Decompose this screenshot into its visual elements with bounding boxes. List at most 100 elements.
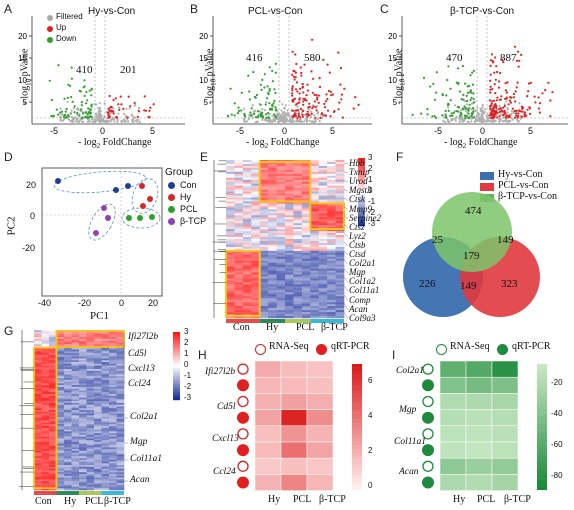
down-point [468,103,471,106]
heatmap-g-cell [71,466,80,469]
up-point [112,98,115,102]
heatmap-e-cell [285,316,294,319]
heatmap-g-cell [86,402,95,405]
heatmap-e-cell [310,217,320,220]
heatmap-g-cell [94,354,102,357]
heatmap-e-cell [251,160,261,163]
heatmap-e-cell [268,294,277,297]
heatmap-e-cell [234,169,244,173]
down-point [64,113,67,116]
down-point [447,109,450,112]
heatmap-g-cell [116,404,125,407]
heatmap-g-cell [49,362,57,365]
heatmap-i-scale-label: -80 [551,471,563,480]
heatmap-i-scale-cell [537,482,547,487]
heatmap-g-cell [109,449,117,452]
heatmap-g-cell [34,401,42,404]
panel-a-xlabel: - log2 FoldChange [78,137,152,150]
filtered-point [454,117,457,120]
heatmap-e-cell [251,165,261,169]
heatmap-e-cell [234,231,244,234]
up-point [148,109,151,112]
filtered-point [510,110,513,113]
heatmap-g-cell [86,475,95,478]
heatmap-e-cell [335,160,345,163]
heatmap-e-cell [226,306,235,309]
heatmap-e-cell [226,221,235,224]
heatmap-g-cell [71,484,80,487]
heatmap-e-cell [335,229,345,232]
heatmap-g-cell [71,442,80,445]
heatmap-g-cell [109,362,117,365]
heatmap-g-cell [79,424,87,427]
filtered-point [93,103,96,106]
heatmap-g-cell [116,427,125,430]
heatmap-e-cell [242,201,252,204]
heatmap-e-cell [234,260,244,263]
heatmap-g-cell [116,413,125,416]
heatmap-e-highlight [309,202,345,231]
heatmap-g-cell [109,470,117,473]
heatmap-e-cell [226,160,235,163]
down-point [263,86,266,89]
heatmap-h-scale-cell [352,419,362,424]
heatmap-e-cell [335,219,345,222]
heatmap-g-cell [41,347,50,350]
heatmap-e-cell [276,225,286,228]
heatmap-e-cell [268,316,277,319]
heatmap-g-cell [49,468,57,471]
heatmap-g-cell [41,438,50,441]
heatmap-g-cell [79,472,87,475]
heatmap-e-cell [301,252,311,256]
heatmap-e-cell [310,270,320,273]
heatmap-g-cell [56,408,65,411]
heatmap-i-cell [439,360,467,378]
heatmap-g-cell [116,383,125,386]
heatmap-e-cell [276,165,286,169]
heatmap-g-cell [101,347,110,350]
heatmap-e-cell [226,201,235,204]
heatmap-e-cell [251,306,261,309]
heatmap-e-cell [285,282,294,285]
heatmap-g-cell [56,486,65,489]
heatmap-e-cell [234,254,244,258]
up-point [117,103,120,106]
heatmap-e-cell [293,203,303,206]
filtered-point [458,117,461,120]
heatmap-e-cell [335,248,345,252]
heatmap-e-cell [327,213,336,216]
heatmap-g-cell [56,397,65,400]
heatmap-e-cell [276,171,286,175]
filtered-point [296,105,299,108]
heatmap-e-cell [285,181,294,184]
heatmap-e-cell [242,160,252,163]
heatmap-e-cell [251,278,261,281]
heatmap-e-cell [293,248,303,252]
heatmap-g-cell [64,431,72,434]
heatmap-g-cell [64,418,72,421]
heatmap-g-cell [64,392,72,395]
heatmap-e-cell [318,209,328,212]
heatmap-g-cell [109,337,117,340]
down-point [90,88,93,91]
heatmap-g-cell [34,484,42,487]
heatmap-e-cell [285,294,294,297]
heatmap-g-cell [79,470,87,473]
heatmap-e-cell [285,223,294,226]
heatmap-e-cell [226,268,235,271]
heatmap-g-cell [101,410,110,413]
down-point [435,116,438,119]
heatmap-e-cell [310,314,320,317]
heatmap-g-cell [71,447,80,450]
heatmap-e-cell [268,272,277,275]
heatmap-e-cell [234,298,244,301]
heatmap-g-cell [86,477,95,480]
down-point [441,114,444,117]
heatmap-g-cell [56,482,65,485]
heatmap-e-cell [301,266,311,269]
heatmap-e-cell [335,252,345,256]
heatmap-e-cell [327,229,336,232]
filtered-point [285,118,289,121]
heatmap-e-cell [234,173,244,177]
